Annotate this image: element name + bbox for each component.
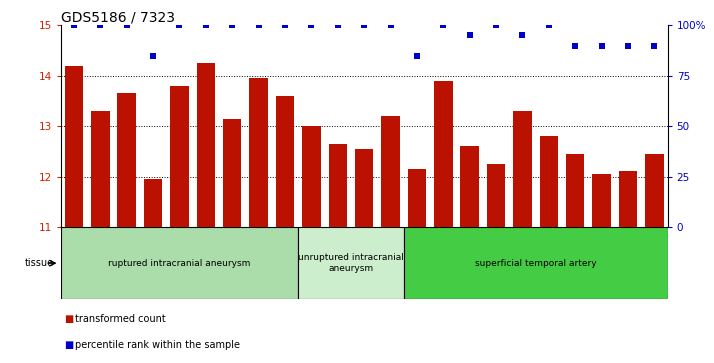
- Bar: [91, 111, 109, 227]
- Point: [279, 23, 291, 28]
- Point: [147, 53, 159, 58]
- Bar: [381, 116, 400, 227]
- Bar: [434, 81, 453, 227]
- Bar: [65, 66, 83, 227]
- Point: [649, 42, 660, 48]
- Text: superficial temporal artery: superficial temporal artery: [475, 259, 596, 268]
- Bar: [619, 171, 637, 227]
- Point: [411, 53, 423, 58]
- Text: tissue: tissue: [24, 258, 54, 268]
- Text: transformed count: transformed count: [75, 314, 166, 325]
- Bar: [302, 126, 321, 227]
- Point: [596, 42, 608, 48]
- Bar: [328, 144, 347, 227]
- Bar: [223, 119, 241, 227]
- Point: [306, 23, 317, 28]
- Text: ruptured intracranial aneurysm: ruptured intracranial aneurysm: [109, 259, 251, 268]
- Point: [332, 23, 343, 28]
- Bar: [249, 78, 268, 227]
- Bar: [276, 96, 294, 227]
- Bar: [355, 149, 373, 227]
- Bar: [144, 179, 162, 227]
- Bar: [487, 164, 506, 227]
- Bar: [566, 154, 585, 227]
- Point: [121, 23, 132, 28]
- Text: GDS5186 / 7323: GDS5186 / 7323: [61, 10, 175, 24]
- Point: [570, 42, 581, 48]
- Bar: [461, 146, 479, 227]
- Point: [94, 23, 106, 28]
- Bar: [408, 169, 426, 227]
- Bar: [61, 227, 298, 299]
- Bar: [117, 93, 136, 227]
- Text: percentile rank within the sample: percentile rank within the sample: [75, 340, 240, 350]
- Point: [623, 42, 634, 48]
- Bar: [540, 136, 558, 227]
- Bar: [170, 86, 188, 227]
- Bar: [403, 227, 668, 299]
- Bar: [593, 174, 611, 227]
- Text: ■: ■: [64, 314, 74, 325]
- Text: ■: ■: [64, 340, 74, 350]
- Bar: [298, 227, 403, 299]
- Point: [68, 23, 79, 28]
- Bar: [196, 63, 215, 227]
- Point: [464, 33, 476, 38]
- Point: [226, 23, 238, 28]
- Bar: [645, 154, 663, 227]
- Point: [543, 23, 555, 28]
- Point: [358, 23, 370, 28]
- Point: [491, 23, 502, 28]
- Point: [517, 33, 528, 38]
- Point: [385, 23, 396, 28]
- Point: [174, 23, 185, 28]
- Bar: [513, 111, 532, 227]
- Point: [438, 23, 449, 28]
- Point: [200, 23, 211, 28]
- Text: unruptured intracranial
aneurysm: unruptured intracranial aneurysm: [298, 253, 404, 273]
- Point: [253, 23, 264, 28]
